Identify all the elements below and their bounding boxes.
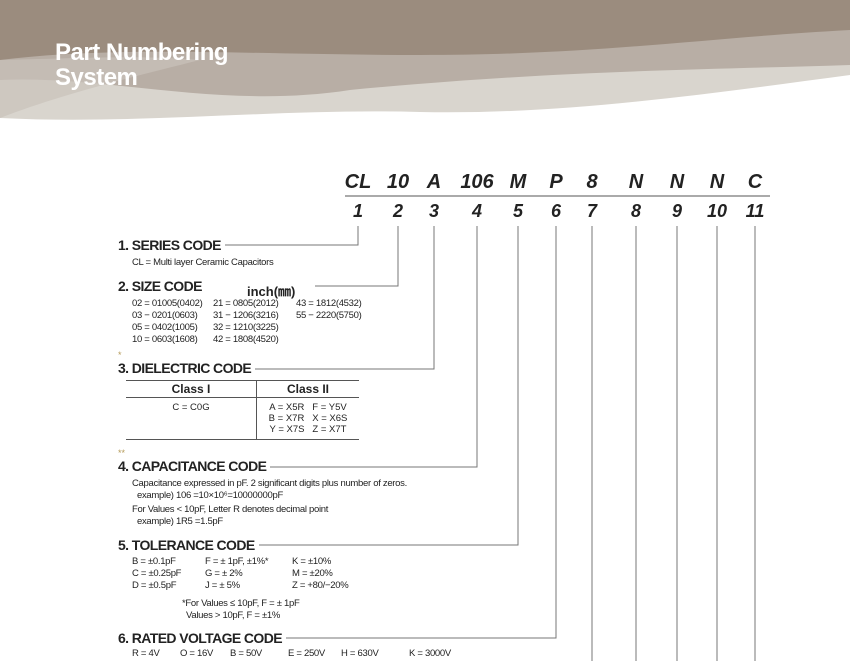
size-item: 02 = 01005(0402)	[132, 298, 203, 309]
size-item: 43 = 1812(4532)	[296, 298, 362, 309]
code-10: N	[709, 171, 725, 193]
tolerance-item: D = ±0.5pF	[132, 580, 177, 591]
tolerance-code-heading: 5. TOLERANCE CODE	[118, 537, 259, 553]
size-item: 05 = 0402(1005)	[132, 322, 198, 333]
position-8: 8	[630, 201, 642, 221]
position-10: 10	[706, 201, 728, 221]
class1-header: Class I	[126, 380, 257, 398]
code-3: A	[426, 171, 442, 193]
header-wave-banner	[0, 0, 850, 130]
tolerance-item: F = ± 1pF, ±1%*	[205, 556, 269, 567]
code-8: N	[628, 171, 644, 193]
capacitance-line: example) 106 =10×10⁶=10000000pF	[137, 490, 283, 501]
code-1: CL	[344, 171, 372, 193]
code-11: C	[747, 171, 763, 193]
class2-row: B = X7R X = X6S	[268, 413, 348, 424]
page-title-line1: Part Numbering	[55, 39, 229, 66]
code-2: 10	[386, 171, 410, 193]
voltage-item: K = 3000V	[409, 648, 451, 659]
size-item: 10 = 0603(1608)	[132, 334, 198, 345]
size-item: 21 = 0805(2012)	[213, 298, 279, 309]
size-item: 32 = 1210(3225)	[213, 322, 279, 333]
size-item: 31 − 1206(3216)	[213, 310, 279, 321]
size-item: 55 − 2220(5750)	[296, 310, 362, 321]
class2-cell: A = X5R F = Y5V B = X7R X = X6S Y = X7S …	[256, 397, 359, 440]
size-item: 42 = 1808(4520)	[213, 334, 279, 345]
position-1: 1	[352, 201, 364, 221]
size-unit-label: inch(㎜)	[244, 281, 299, 300]
position-3: 3	[428, 201, 440, 221]
code-9: N	[669, 171, 685, 193]
capacitance-line: Capacitance expressed in pF. 2 significa…	[132, 478, 407, 489]
page-title-line2: System	[55, 64, 138, 91]
voltage-item: B = 50V	[230, 648, 262, 659]
voltage-item: E = 250V	[288, 648, 325, 659]
class1-cell: C = C0G	[126, 397, 257, 440]
code-6: P	[549, 171, 563, 193]
capacitance-star: **	[118, 448, 126, 458]
size-item: 03 − 0201(0603)	[132, 310, 198, 321]
position-4: 4	[471, 201, 483, 221]
rated-voltage-code-heading: 6. RATED VOLTAGE CODE	[118, 630, 286, 646]
dielectric-table: Class I Class II C = C0G A = X5R F = Y5V…	[126, 380, 359, 440]
position-9: 9	[671, 201, 683, 221]
code-7: 8	[586, 171, 598, 193]
tolerance-item: G = ± 2%	[205, 568, 243, 579]
size-code-heading: 2. SIZE CODE	[118, 278, 206, 294]
tolerance-item: K = ±10%	[292, 556, 331, 567]
position-11: 11	[745, 201, 765, 221]
tolerance-item: J = ± 5%	[205, 580, 240, 591]
class2-row: A = X5R F = Y5V	[269, 402, 347, 413]
voltage-item: H = 630V	[341, 648, 379, 659]
class2-row: Y = X7S Z = X7T	[269, 424, 347, 435]
dielectric-code-heading: 3. DIELECTRIC CODE	[118, 360, 256, 376]
capacitance-line: For Values < 10pF, Letter R denotes deci…	[132, 504, 329, 515]
code-4: 106	[460, 171, 494, 193]
position-5: 5	[512, 201, 524, 221]
tolerance-note: Values > 10pF, F = ±1%	[186, 610, 281, 621]
voltage-item: O = 16V	[180, 648, 214, 659]
code-5: M	[509, 171, 527, 193]
tolerance-item: Z = +80/−20%	[292, 580, 349, 591]
position-6: 6	[550, 201, 562, 221]
capacitance-code-heading: 4. CAPACITANCE CODE	[118, 458, 271, 474]
dielectric-star: *	[118, 350, 122, 360]
class2-header: Class II	[256, 380, 359, 398]
tolerance-item: C = ±0.25pF	[132, 568, 182, 579]
tolerance-item: B = ±0.1pF	[132, 556, 176, 567]
position-7: 7	[586, 201, 598, 221]
tolerance-item: M = ±20%	[292, 568, 333, 579]
series-code-heading: 1. SERIES CODE	[118, 237, 225, 253]
tolerance-note: *For Values ≤ 10pF, F = ± 1pF	[182, 598, 300, 609]
capacitance-line: example) 1R5 =1.5pF	[137, 516, 223, 527]
position-2: 2	[392, 201, 404, 221]
voltage-item: R = 4V	[132, 648, 160, 659]
series-code-desc: CL = Multi layer Ceramic Capacitors	[132, 257, 274, 268]
